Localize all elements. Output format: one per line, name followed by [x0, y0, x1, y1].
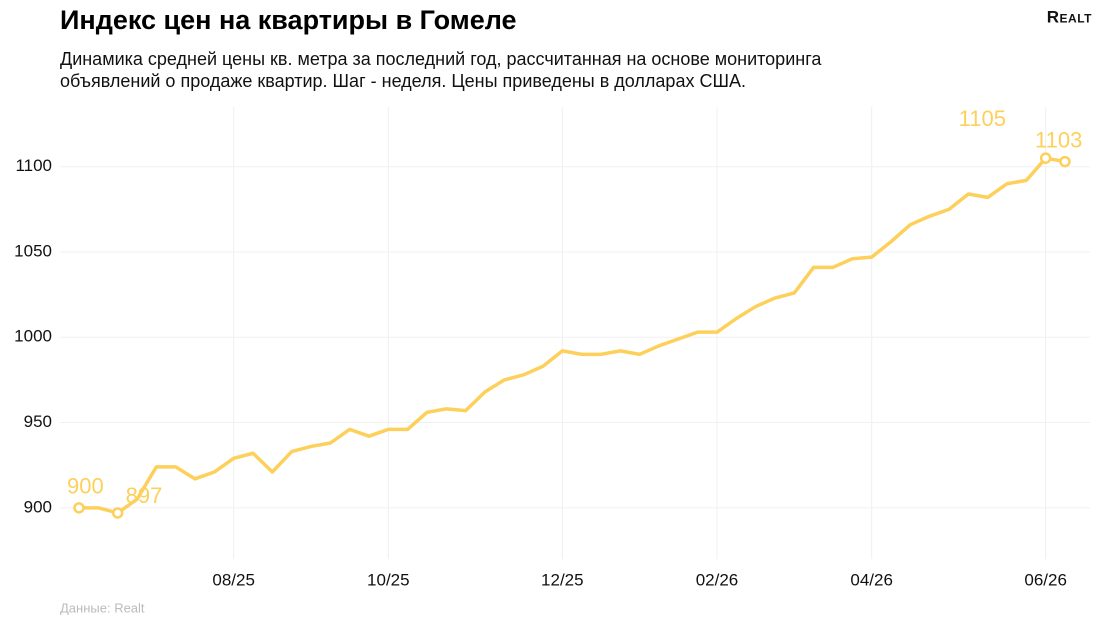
highlight-point	[1059, 155, 1071, 168]
y-tick-label: 1000	[14, 327, 52, 346]
data-label: 897	[126, 483, 163, 508]
highlight-point	[111, 507, 124, 519]
y-tick-label: 1050	[14, 241, 52, 260]
x-tick-label: 06/26	[1024, 570, 1067, 589]
x-tick-label: 08/25	[212, 570, 255, 589]
highlight-point	[1039, 152, 1052, 164]
data-label: 1105	[959, 106, 1006, 131]
x-tick-label: 10/25	[367, 570, 410, 589]
chart-title: Индекс цен на квартиры в Гомеле	[60, 5, 517, 35]
logo: Realt	[1047, 7, 1092, 26]
y-tick-label: 1100	[15, 156, 52, 175]
highlight-point	[73, 502, 85, 514]
chart-subtitle: объявлений о продаже квартир. Шаг - неде…	[60, 71, 746, 91]
data-line	[79, 156, 1066, 515]
x-tick-label: 02/26	[696, 570, 739, 589]
data-label: 1103	[1035, 127, 1082, 152]
x-tick-label: 12/25	[541, 570, 584, 589]
data-label: 900	[67, 474, 104, 499]
x-tick-label: 04/26	[850, 570, 893, 589]
y-tick-label: 950	[24, 412, 52, 431]
chart-subtitle: Динамика средней цены кв. метра за после…	[60, 49, 822, 69]
source-note: Данные: Realt	[60, 600, 145, 615]
y-tick-label: 900	[24, 497, 52, 516]
